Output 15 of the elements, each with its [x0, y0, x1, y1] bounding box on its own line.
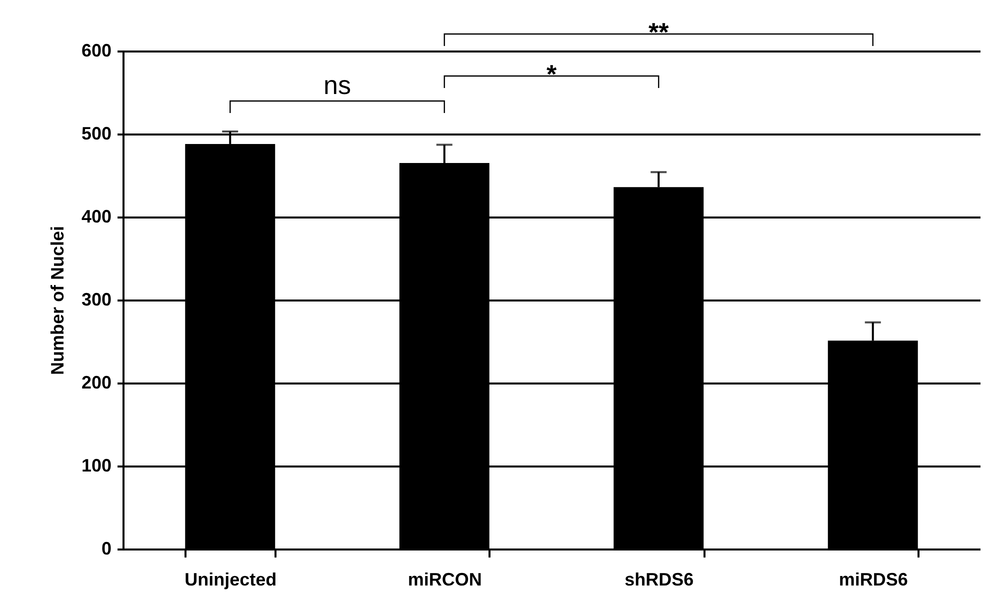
text: **	[648, 17, 670, 47]
y-tick-label: 300	[81, 290, 112, 310]
y-axis-title: Number of Nuclei	[47, 226, 68, 376]
y-tick-label: 600	[81, 40, 112, 60]
x-tick-label: Uninjected	[184, 570, 277, 590]
y-tick-label: 500	[81, 124, 112, 144]
y-tick-label: 200	[81, 372, 112, 392]
annotation: *	[546, 59, 558, 89]
x-tick-label: miRCON	[408, 570, 482, 590]
annotation: ns	[324, 70, 351, 100]
y-tick-label: 0	[101, 538, 112, 558]
x-tick-label: shRDS6	[624, 570, 694, 590]
y-tick-label: 100	[81, 456, 112, 476]
y-tick-label: 400	[81, 206, 112, 226]
x-tick-label: miRDS6	[838, 570, 908, 590]
